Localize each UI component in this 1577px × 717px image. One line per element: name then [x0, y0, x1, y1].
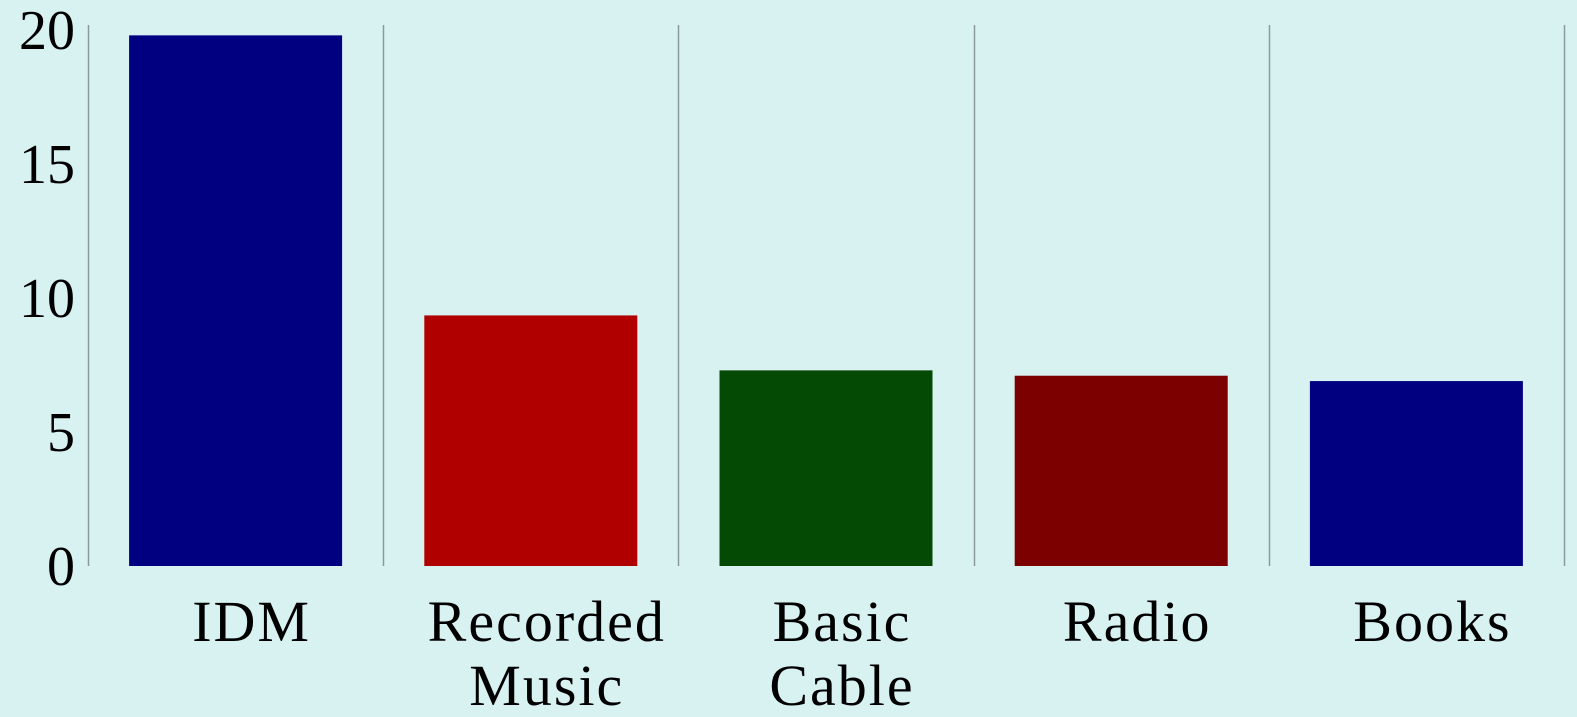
- y-axis-tick-labels: 0 5 10 15 20: [19, 0, 75, 598]
- x-category-label: Recorded: [428, 589, 666, 654]
- x-category-label: Basic: [773, 589, 912, 654]
- bar-books: [1309, 381, 1523, 566]
- y-tick-label: 0: [47, 536, 75, 598]
- x-category-label: Cable: [769, 653, 914, 717]
- bars: [129, 35, 1523, 567]
- y-tick-label: 5: [47, 402, 75, 464]
- x-category-label: IDM: [192, 589, 311, 654]
- y-tick-label: 10: [19, 268, 75, 330]
- x-category-label: Radio: [1063, 589, 1212, 654]
- x-category-label: Books: [1353, 589, 1511, 654]
- y-tick-label: 15: [19, 134, 75, 196]
- bar-basic-cable: [719, 370, 933, 566]
- bar-idm: [129, 35, 343, 567]
- x-category-label: Music: [469, 653, 624, 717]
- y-tick-label: 20: [19, 0, 75, 62]
- bar-recorded-music: [424, 315, 638, 566]
- category-separators: [87, 25, 1566, 566]
- bar-radio: [1014, 375, 1228, 566]
